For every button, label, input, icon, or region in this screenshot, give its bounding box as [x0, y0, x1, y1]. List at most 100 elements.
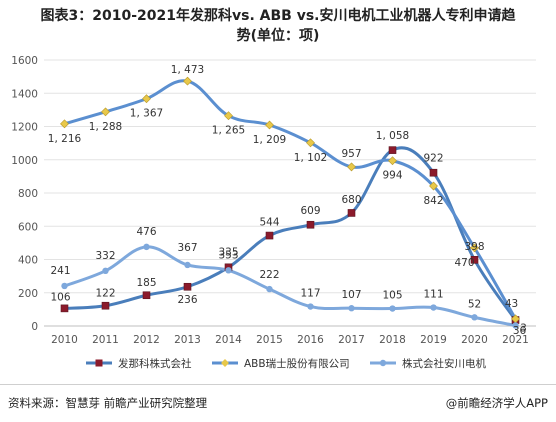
x-axis-ticks: 2010 2011 2012 2013 2014 2015 2016 2017 2018 2019…	[51, 334, 529, 346]
data-point-circle	[471, 314, 478, 321]
legend-label: 发那科株式会社	[118, 357, 192, 370]
line-chart: 0 200 400 600 800 1000 1200 1400 1600 2010 2011 20…	[11, 55, 536, 370]
data-point-circle	[389, 305, 396, 312]
data-label: 1, 216	[48, 133, 82, 145]
y-tick-label: 1400	[11, 88, 38, 100]
data-point-diamond	[60, 119, 69, 129]
data-point-square	[347, 209, 356, 217]
data-label: 106	[50, 291, 70, 303]
x-tick-label: 2011	[92, 334, 119, 346]
data-point-diamond	[224, 111, 233, 121]
data-label: 957	[341, 148, 361, 160]
data-label: 1, 288	[89, 121, 122, 133]
data-point-circle	[348, 305, 355, 312]
data-point-diamond	[183, 76, 192, 86]
data-label: 470	[454, 257, 474, 269]
data-label: 544	[259, 217, 279, 229]
series-line-0	[64, 146, 517, 321]
y-tick-label: 0	[31, 321, 38, 333]
y-tick-label: 800	[18, 188, 38, 200]
data-label: 1, 473	[171, 64, 204, 76]
data-point-diamond	[388, 156, 397, 166]
data-label: 185	[136, 277, 156, 289]
x-tick-label: 2010	[51, 334, 78, 346]
legend-marker-circle	[379, 359, 387, 367]
data-point-diamond	[306, 138, 315, 148]
data-label: 122	[95, 288, 115, 300]
x-tick-label: 2020	[461, 334, 488, 346]
data-label: 236	[177, 294, 197, 306]
data-point-square	[183, 282, 192, 291]
data-point-diamond	[101, 107, 110, 117]
data-label: 36	[513, 325, 527, 337]
legend-label: 株式会社安川电机	[402, 357, 486, 370]
data-point-diamond	[265, 120, 274, 130]
source-note: 资料来源：智慧芽 前瞻产业研究院整理	[8, 396, 208, 410]
data-label: 680	[341, 194, 361, 206]
y-tick-label: 1600	[11, 55, 38, 67]
data-point-circle	[266, 285, 273, 293]
x-tick-label: 2015	[256, 334, 283, 346]
grid-lines	[44, 59, 536, 327]
data-point-square	[306, 220, 315, 229]
data-label: 398	[464, 241, 484, 253]
data-label: 241	[50, 265, 70, 277]
x-tick-label: 2012	[133, 334, 160, 346]
series-markers	[60, 76, 520, 329]
data-label: 335	[218, 246, 238, 258]
y-tick-label: 1200	[11, 122, 38, 134]
data-label: 1, 058	[376, 130, 409, 142]
x-tick-label: 2021	[502, 334, 529, 346]
data-label: 842	[423, 195, 443, 207]
data-label: 367	[177, 242, 197, 254]
data-label: 353	[218, 249, 238, 261]
legend-marker-square	[95, 359, 103, 367]
data-label: 105	[382, 290, 402, 302]
data-label: 43	[505, 298, 518, 310]
data-point-square	[265, 231, 274, 240]
data-label: 1, 367	[130, 108, 163, 120]
data-point-square	[429, 168, 438, 177]
chart-title-line1: 图表3：2010-2021年发那科vs. ABB vs.安川电机工业机器人专利申…	[40, 8, 516, 24]
y-tick-label: 600	[18, 221, 38, 233]
data-point-square	[470, 256, 479, 264]
chart-title: 图表3：2010-2021年发那科vs. ABB vs.安川电机工业机器人专利申…	[0, 6, 556, 46]
y-axis-ticks: 0 200 400 600 800 1000 1200 1400 1600	[11, 55, 38, 333]
x-tick-label: 2018	[379, 334, 406, 346]
brand-note: @前瞻经济学人APP	[445, 396, 548, 410]
x-tick-label: 2014	[215, 334, 242, 346]
data-point-circle	[143, 243, 150, 251]
data-label: 117	[300, 288, 320, 300]
data-label: 52	[468, 298, 481, 310]
y-tick-label: 1000	[11, 155, 38, 167]
data-label: 994	[382, 170, 402, 182]
data-point-circle	[512, 322, 519, 329]
data-point-diamond	[142, 94, 151, 104]
x-tick-label: 2017	[338, 334, 365, 346]
data-label: 107	[341, 289, 361, 301]
y-tick-label: 200	[18, 288, 38, 300]
chart-title-line2: 势(单位：项)	[236, 28, 320, 44]
legend-label: ABB瑞士股份有限公司	[244, 357, 350, 370]
data-point-square	[142, 291, 151, 300]
data-point-square	[101, 301, 110, 310]
data-point-square	[388, 146, 397, 154]
data-point-diamond	[429, 181, 438, 191]
data-label: 476	[136, 226, 156, 238]
footer: 资料来源：智慧芽 前瞻产业研究院整理 @前瞻经济学人APP	[0, 384, 556, 422]
data-point-circle	[184, 261, 191, 269]
data-label: 1, 209	[253, 134, 286, 146]
data-label: 1, 102	[294, 152, 327, 164]
data-labels: 106 122 185 236 353 544 609 680 1, 058 922 398 36 1,…	[48, 64, 527, 337]
data-label: 609	[300, 205, 320, 217]
data-point-circle	[102, 267, 109, 275]
data-label: 3	[520, 323, 527, 335]
data-point-diamond	[470, 243, 479, 253]
data-label: 922	[423, 153, 443, 165]
data-label: 332	[95, 250, 115, 262]
data-point-circle	[307, 303, 314, 310]
legend-marker-diamond	[221, 359, 229, 367]
data-label: 1, 265	[212, 125, 245, 137]
y-tick-label: 400	[18, 255, 38, 267]
data-point-circle	[61, 282, 68, 290]
